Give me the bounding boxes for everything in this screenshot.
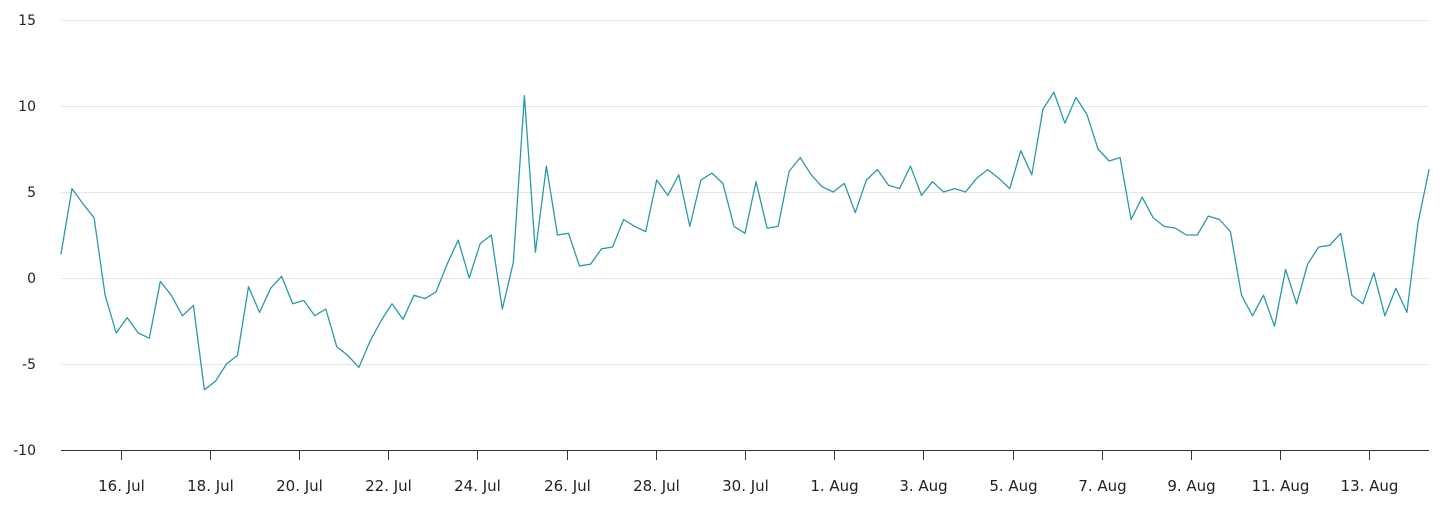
x-tick-label: 11. Aug	[1252, 477, 1310, 495]
y-tick-label: 10	[18, 99, 36, 115]
x-tick-label: 24. Jul	[454, 477, 501, 495]
x-tick-label: 1. Aug	[810, 477, 858, 495]
x-tick-label: 28. Jul	[633, 477, 680, 495]
x-tick-label: 20. Jul	[276, 477, 323, 495]
x-tick-label: 16. Jul	[98, 477, 145, 495]
x-tick-label: 13. Aug	[1341, 477, 1399, 495]
x-tick-label: 30. Jul	[722, 477, 769, 495]
x-tick-label: 22. Jul	[365, 477, 412, 495]
x-axis-ticks: 16. Jul 18. Jul 20. Jul 22. Jul 24. Jul 26. J…	[98, 450, 1398, 495]
series-layer	[60, 91, 1430, 391]
gridlines	[61, 20, 1429, 365]
y-tick-label: -5	[22, 357, 36, 373]
y-axis-labels: 15 10 5 0 -5 -10	[13, 13, 36, 459]
y-tick-label: 5	[27, 185, 36, 201]
y-tick-label: -10	[13, 443, 36, 459]
x-tick-label: 26. Jul	[544, 477, 591, 495]
x-tick-label: 7. Aug	[1078, 477, 1126, 495]
y-tick-label: 0	[27, 271, 36, 287]
x-tick-label: 5. Aug	[989, 477, 1037, 495]
x-tick-label: 9. Aug	[1167, 477, 1215, 495]
x-tick-label: 18. Jul	[187, 477, 234, 495]
x-tick-label: 3. Aug	[899, 477, 947, 495]
y-tick-label: 15	[18, 13, 36, 29]
series-line	[60, 91, 1430, 391]
